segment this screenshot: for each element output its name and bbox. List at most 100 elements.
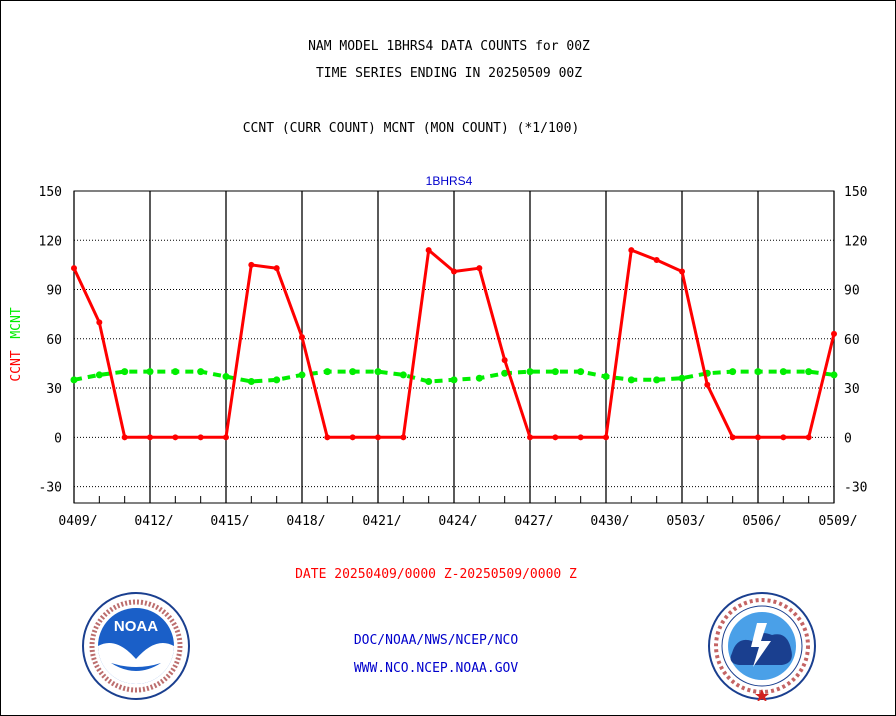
data-point-mcnt xyxy=(298,371,306,379)
y-tick-label-left: 0 xyxy=(54,431,62,446)
x-tick-label: 0421/ xyxy=(362,514,401,529)
y-tick-label-right: 150 xyxy=(844,185,867,200)
data-point-ccnt xyxy=(729,434,736,441)
data-point-mcnt xyxy=(653,376,661,384)
data-point-mcnt xyxy=(374,368,382,376)
data-point-ccnt xyxy=(425,247,432,254)
data-point-mcnt xyxy=(805,368,813,376)
data-point-mcnt xyxy=(121,368,129,376)
data-point-mcnt xyxy=(475,374,483,382)
data-point-mcnt xyxy=(729,368,737,376)
chart-title-line3: CCNT (CURR COUNT) MCNT (MON COUNT) (*1/1… xyxy=(242,121,580,136)
y-tick-label-right: 90 xyxy=(844,284,860,299)
y-tick-label-right: 0 xyxy=(844,431,852,446)
nws-logo xyxy=(708,592,816,701)
data-point-ccnt xyxy=(172,434,179,441)
data-point-ccnt xyxy=(527,434,533,441)
x-tick-label: 0415/ xyxy=(210,514,249,529)
x-tick-label: 0430/ xyxy=(590,514,629,529)
x-tick-label: 0412/ xyxy=(134,514,173,529)
y-tick-label-left: 120 xyxy=(39,234,62,249)
data-point-mcnt xyxy=(551,368,559,376)
y-tick-label-right: -30 xyxy=(844,481,867,496)
y-tick-label-left: 90 xyxy=(46,284,62,299)
x-tick-label: 0424/ xyxy=(438,514,477,529)
data-point-mcnt xyxy=(450,376,458,384)
website-label: WWW.NCO.NCEP.NOAA.GOV xyxy=(353,661,519,676)
x-tick-label: 0509/ xyxy=(818,514,857,529)
y-tick-label-right: 30 xyxy=(844,382,860,397)
data-point-mcnt xyxy=(273,376,281,384)
data-point-mcnt xyxy=(399,371,407,379)
y-tick-label-left: 60 xyxy=(46,333,62,348)
data-point-mcnt xyxy=(247,377,255,385)
y-tick-label-left: -30 xyxy=(39,481,62,496)
data-point-ccnt xyxy=(96,319,103,326)
x-tick-label: 0418/ xyxy=(286,514,325,529)
data-point-mcnt xyxy=(678,374,686,382)
data-point-ccnt xyxy=(679,268,685,275)
date-range-label: DATE 20250409/0000 Z-20250509/0000 Z xyxy=(295,567,577,582)
x-tick-label: 0427/ xyxy=(514,514,553,529)
y-tick-label-left: 150 xyxy=(39,185,62,200)
data-point-ccnt xyxy=(805,434,812,441)
data-point-ccnt xyxy=(197,434,204,441)
data-point-ccnt xyxy=(653,256,660,263)
data-point-mcnt xyxy=(425,377,433,385)
y-tick-label-right: 60 xyxy=(844,333,860,348)
y-axis-label-mcnt: MCNT xyxy=(9,307,24,338)
data-point-mcnt xyxy=(171,368,179,376)
chart-title-line1: NAM MODEL 1BHRS4 DATA COUNTS for 00Z xyxy=(308,39,590,54)
data-point-ccnt xyxy=(121,434,128,441)
data-point-ccnt xyxy=(223,434,229,441)
data-point-mcnt xyxy=(602,373,610,381)
data-point-mcnt xyxy=(526,368,534,376)
data-point-mcnt xyxy=(349,368,357,376)
data-point-ccnt xyxy=(552,434,559,441)
data-point-mcnt xyxy=(627,376,635,384)
data-point-ccnt xyxy=(324,434,331,441)
data-point-ccnt xyxy=(831,330,837,337)
data-point-ccnt xyxy=(704,381,711,388)
data-point-ccnt xyxy=(299,334,305,341)
data-point-ccnt xyxy=(501,357,508,364)
x-tick-label: 0409/ xyxy=(58,514,97,529)
x-tick-label: 0503/ xyxy=(666,514,705,529)
chart-title-line2: TIME SERIES ENDING IN 20250509 00Z xyxy=(315,66,583,81)
data-point-mcnt xyxy=(754,368,762,376)
y-axis-label-ccnt: CCNT xyxy=(9,350,24,381)
data-point-ccnt xyxy=(400,434,407,441)
plot-title: 1BHRS4 xyxy=(426,174,473,188)
data-point-mcnt xyxy=(501,369,509,377)
data-point-mcnt xyxy=(146,368,154,376)
data-point-ccnt xyxy=(780,434,787,441)
y-tick-label-right: 120 xyxy=(844,234,867,249)
data-point-mcnt xyxy=(197,368,205,376)
data-point-mcnt xyxy=(577,368,585,376)
data-point-ccnt xyxy=(349,434,356,441)
data-point-ccnt xyxy=(147,434,153,441)
data-point-ccnt xyxy=(375,434,381,441)
data-point-mcnt xyxy=(323,368,331,376)
data-point-mcnt xyxy=(222,373,230,381)
data-point-ccnt xyxy=(476,265,483,272)
data-point-mcnt xyxy=(95,371,103,379)
noaa-logo-text: NOAA xyxy=(114,618,158,635)
data-point-ccnt xyxy=(71,265,77,272)
x-tick-label: 0506/ xyxy=(742,514,781,529)
data-point-ccnt xyxy=(628,247,635,254)
y-tick-label-left: 30 xyxy=(46,382,62,397)
data-point-mcnt xyxy=(830,371,838,379)
data-point-ccnt xyxy=(603,434,609,441)
data-point-mcnt xyxy=(779,368,787,376)
data-point-ccnt xyxy=(451,268,457,275)
data-point-ccnt xyxy=(755,434,761,441)
org-label: DOC/NOAA/NWS/NCEP/NCO xyxy=(353,633,519,648)
data-point-mcnt xyxy=(70,376,78,384)
noaa-logo: NOAA xyxy=(82,592,190,700)
data-point-ccnt xyxy=(273,265,280,272)
data-point-ccnt xyxy=(577,434,584,441)
data-point-ccnt xyxy=(248,261,255,268)
